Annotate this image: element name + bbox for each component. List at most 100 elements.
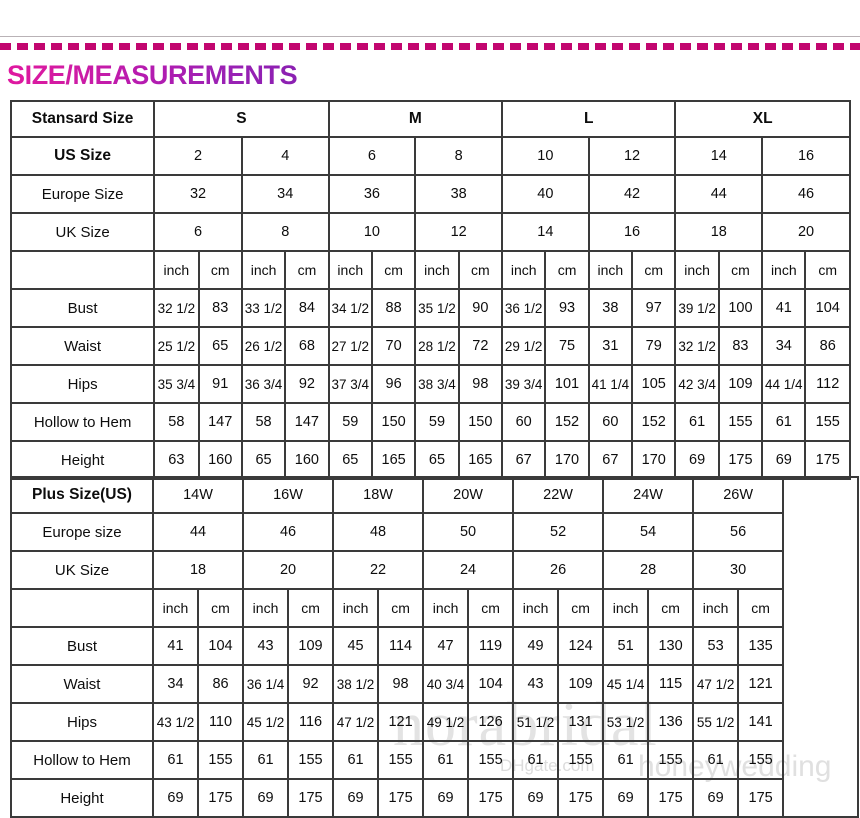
plus-size-3: 20W xyxy=(422,476,515,514)
cell-plus-height-11: 175 xyxy=(647,778,695,818)
cell-bust-15: 104 xyxy=(804,288,851,328)
cell-plus-hips-12: 55 1/2 xyxy=(692,702,740,742)
row-label-height: Height xyxy=(9,440,156,480)
page-title: SIZE/MEASUREMENTS xyxy=(7,60,298,90)
cell-plus-height-8: 69 xyxy=(512,778,560,818)
cell-waist-5: 70 xyxy=(370,326,417,366)
cell-plus-bust-10: 51 xyxy=(602,626,650,666)
cell-height-14: 69 xyxy=(761,440,807,480)
cell-plus-hips-7: 126 xyxy=(467,702,515,742)
table-row-bust: Bust 32 1/2 83 33 1/2 84 34 1/2 88 35 1/… xyxy=(9,288,851,328)
cell-bust-6: 35 1/2 xyxy=(414,288,460,328)
cell-height-0: 63 xyxy=(153,440,200,480)
unit-cell-11: cm xyxy=(631,250,677,290)
table-row-height: Height 63 160 65 160 65 165 65 165 67 17… xyxy=(9,440,851,480)
plus-table-empty-column xyxy=(782,476,860,818)
cell-height-5: 165 xyxy=(370,440,417,480)
table-row-hollow-to-hem: Hollow to Hem 58 147 58 147 59 150 59 15… xyxy=(9,402,851,442)
cell-plus-waist-11: 115 xyxy=(647,664,695,704)
cell-uk-size-5: 16 xyxy=(587,212,677,252)
plus-size-5: 24W xyxy=(602,476,695,514)
cell-bust-5: 88 xyxy=(370,288,417,328)
cell-plus-hips-13: 141 xyxy=(737,702,785,742)
row-label-hips: Hips xyxy=(9,364,156,404)
table-row-uk-size: UK Size 6 8 10 12 14 16 18 20 xyxy=(9,212,851,252)
row-label-plus-height: Height xyxy=(10,778,154,818)
cell-europe-size-3: 38 xyxy=(414,174,504,214)
unit-cell-14: inch xyxy=(761,250,807,290)
row-label-uk-size: UK Size xyxy=(9,212,156,252)
cell-plus-waist-4: 38 1/2 xyxy=(332,664,380,704)
cell-waist-12: 32 1/2 xyxy=(674,326,720,366)
cell-us-size-7: 16 xyxy=(761,136,851,176)
cell-waist-6: 28 1/2 xyxy=(414,326,460,366)
cell-plus-uk-0: 18 xyxy=(151,550,245,590)
plus-unit-cell-5: cm xyxy=(377,588,425,628)
cell-height-12: 69 xyxy=(674,440,720,480)
table-row-europe-size: Europe Size 32 34 36 38 40 42 44 46 xyxy=(9,174,851,214)
cell-height-13: 175 xyxy=(717,440,764,480)
cell-plus-bust-7: 119 xyxy=(467,626,515,666)
cell-us-size-4: 10 xyxy=(501,136,590,176)
cell-hips-15: 112 xyxy=(804,364,851,404)
table-row-plus-bust: Bust 41 104 43 109 45 114 47 119 49 124 … xyxy=(10,626,858,666)
cell-waist-1: 65 xyxy=(197,326,243,366)
row-label-plus-units-blank xyxy=(10,588,154,628)
cell-uk-size-2: 10 xyxy=(327,212,417,252)
cell-bust-3: 84 xyxy=(284,288,330,328)
cell-waist-9: 75 xyxy=(544,326,590,366)
table-row-size-groups: Stansard Size S M L XL xyxy=(9,100,851,138)
cell-hollow-2: 58 xyxy=(240,402,287,442)
cell-plus-waist-13: 121 xyxy=(737,664,785,704)
plus-unit-cell-1: cm xyxy=(196,588,245,628)
cell-plus-height-3: 175 xyxy=(287,778,335,818)
plus-unit-cell-12: inch xyxy=(692,588,740,628)
table-row-plus-hollow-to-hem: Hollow to Hem 61 155 61 155 61 155 61 15… xyxy=(10,740,858,780)
plus-unit-cell-9: cm xyxy=(557,588,605,628)
cell-plus-hollow-4: 61 xyxy=(332,740,380,780)
plus-unit-cell-7: cm xyxy=(467,588,515,628)
plus-unit-cell-0: inch xyxy=(152,588,199,628)
cell-height-15: 175 xyxy=(804,440,851,480)
unit-cell-12: inch xyxy=(674,250,720,290)
cell-bust-7: 90 xyxy=(457,288,504,328)
unit-cell-15: cm xyxy=(804,250,851,290)
cell-plus-hollow-12: 61 xyxy=(692,740,740,780)
cell-waist-7: 72 xyxy=(457,326,504,366)
size-group-l: L xyxy=(501,100,677,138)
row-label-bust: Bust xyxy=(9,288,156,328)
cell-plus-bust-13: 135 xyxy=(737,626,785,666)
unit-cell-5: cm xyxy=(370,250,417,290)
cell-height-1: 160 xyxy=(197,440,243,480)
unit-cell-3: cm xyxy=(284,250,330,290)
cell-uk-size-6: 18 xyxy=(674,212,764,252)
table-row-plus-hips: Hips 43 1/2 110 45 1/2 116 47 1/2 121 49… xyxy=(10,702,858,742)
plus-size-4: 22W xyxy=(512,476,605,514)
size-group-xl: XL xyxy=(674,100,851,138)
cell-waist-14: 34 xyxy=(761,326,807,366)
cell-plus-waist-2: 36 1/4 xyxy=(242,664,290,704)
cell-height-7: 165 xyxy=(457,440,504,480)
cell-plus-hips-1: 110 xyxy=(196,702,245,742)
cell-europe-size-4: 40 xyxy=(501,174,590,214)
cell-plus-hips-3: 116 xyxy=(287,702,335,742)
cell-plus-uk-2: 22 xyxy=(332,550,425,590)
cell-plus-hips-4: 47 1/2 xyxy=(332,702,380,742)
cell-bust-9: 93 xyxy=(544,288,590,328)
unit-cell-10: inch xyxy=(587,250,634,290)
cell-hips-5: 96 xyxy=(370,364,417,404)
cell-plus-bust-11: 130 xyxy=(647,626,695,666)
cell-plus-height-13: 175 xyxy=(737,778,785,818)
cell-plus-hollow-7: 155 xyxy=(467,740,515,780)
cell-plus-hips-6: 49 1/2 xyxy=(422,702,470,742)
table-row-waist: Waist 25 1/2 65 26 1/2 68 27 1/2 70 28 1… xyxy=(9,326,851,366)
row-label-plus-europe-size: Europe size xyxy=(10,512,154,552)
plus-size-6: 26W xyxy=(692,476,785,514)
cell-bust-4: 34 1/2 xyxy=(327,288,373,328)
cell-plus-hips-0: 43 1/2 xyxy=(152,702,199,742)
cell-hips-1: 91 xyxy=(197,364,243,404)
cell-uk-size-0: 6 xyxy=(153,212,243,252)
row-label-us-size: US Size xyxy=(9,136,156,176)
cell-hollow-14: 61 xyxy=(761,402,807,442)
cell-hips-6: 38 3/4 xyxy=(414,364,460,404)
